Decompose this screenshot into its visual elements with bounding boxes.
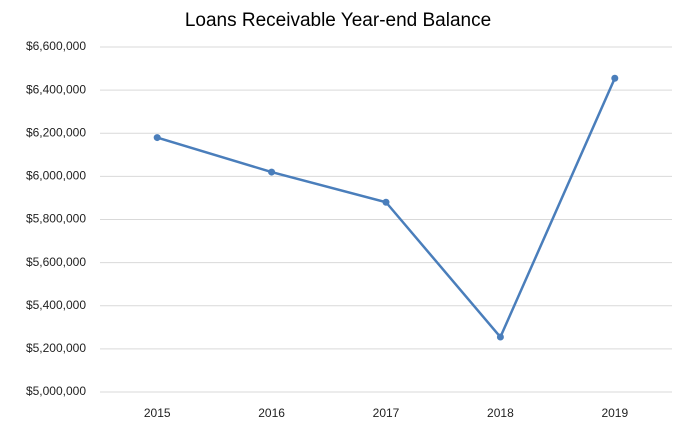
y-tick-label: $6,400,000 — [26, 82, 86, 96]
x-tick-label: 2017 — [373, 406, 400, 420]
point — [268, 168, 276, 176]
chart-title: Loans Receivable Year-end Balance — [185, 10, 491, 31]
x-tick-label: 2018 — [487, 406, 514, 420]
y-tick-label: $5,800,000 — [26, 212, 86, 226]
x-tick-label: 2016 — [258, 406, 285, 420]
y-tick-label: $5,600,000 — [26, 255, 86, 269]
y-tick-label: $6,600,000 — [26, 39, 86, 53]
y-tick-label: $6,200,000 — [26, 125, 86, 139]
point — [611, 74, 619, 82]
y-tick-label: $6,000,000 — [26, 169, 86, 183]
y-tick-label: $5,000,000 — [26, 384, 86, 398]
x-tick-label: 2015 — [144, 406, 171, 420]
point — [496, 333, 504, 341]
y-tick-label: $5,200,000 — [26, 341, 86, 355]
point — [153, 134, 161, 142]
point — [382, 198, 390, 206]
x-tick-label: 2019 — [601, 406, 628, 420]
line — [156, 77, 616, 339]
y-tick-label: $5,400,000 — [26, 298, 86, 312]
